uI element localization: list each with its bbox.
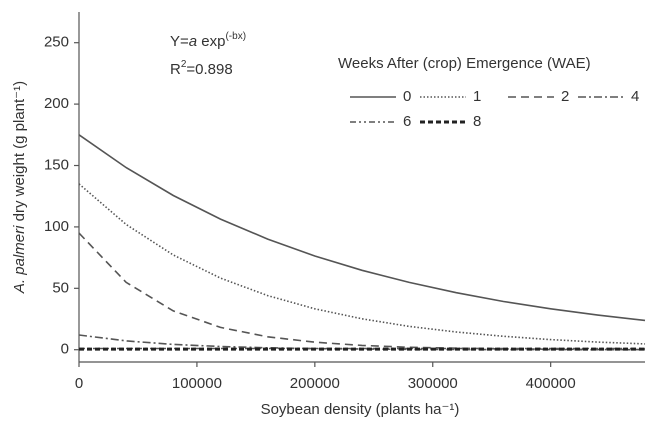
r-squared: R2=0.898 [170, 59, 233, 78]
legend-label: 0 [403, 88, 411, 105]
y-tick-label: 100 [44, 218, 69, 235]
x-tick-label: 400000 [526, 375, 576, 392]
legend-label: 1 [473, 88, 481, 105]
equation-part: exp [197, 33, 225, 50]
series-line [78, 334, 645, 351]
legend-label: 4 [631, 88, 639, 105]
x-axis-label: Soybean density (plants ha⁻¹) [261, 401, 460, 418]
y-label-part: A. palmeri [11, 225, 28, 294]
legend-label: 6 [403, 113, 411, 130]
legend-label: 2 [561, 88, 569, 105]
equation-part: (-bx) [225, 31, 246, 42]
series-line [78, 183, 646, 345]
legend-title: Weeks After (crop) Emergence (WAE) [338, 55, 591, 72]
equation-part: Y= [170, 33, 189, 50]
equation-part: a [189, 33, 197, 50]
r2-part: R [170, 61, 181, 78]
equation: Y=a exp(-bx) [170, 31, 246, 50]
x-tick-label: 300000 [408, 375, 458, 392]
r2-part: 2 [181, 59, 187, 70]
y-axis-label: A. palmeri dry weight (g plant⁻¹) [11, 81, 28, 294]
series-line [78, 134, 646, 322]
x-tick-label: 200000 [290, 375, 340, 392]
y-tick-label: 0 [61, 341, 69, 358]
legend-label: 8 [473, 113, 481, 130]
series-line [78, 232, 646, 351]
y-tick-label: 200 [44, 95, 69, 112]
y-tick-label: 250 [44, 34, 69, 51]
r2-part: =0.898 [186, 61, 232, 78]
y-tick-label: 50 [52, 279, 69, 296]
y-label-part: dry weight (g plant⁻¹) [11, 81, 28, 226]
y-tick-label: 150 [44, 156, 69, 173]
x-tick-label: 100000 [172, 375, 222, 392]
x-tick-label: 0 [75, 375, 83, 392]
